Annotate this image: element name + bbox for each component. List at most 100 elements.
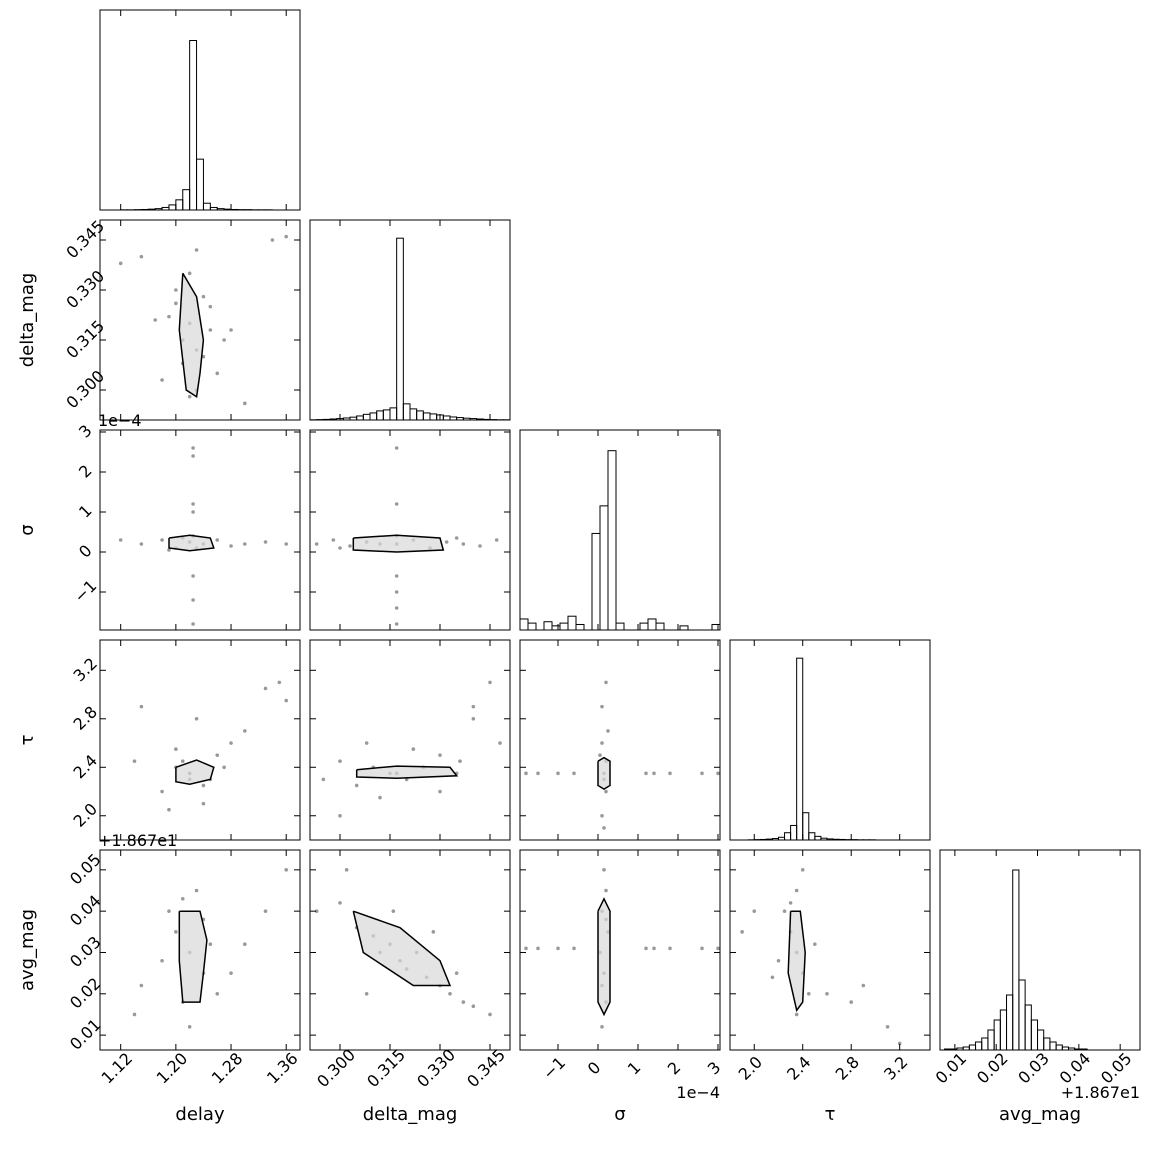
- scatter-point: [191, 622, 195, 626]
- contour: [355, 765, 459, 779]
- scatter-point: [194, 716, 199, 721]
- scatter-point: [458, 759, 462, 764]
- scatter-point: [598, 753, 602, 757]
- x-tick-label: 0.04: [1056, 1049, 1095, 1088]
- contour: [178, 910, 208, 1003]
- y-tick-label: 2.8: [70, 702, 101, 733]
- scatter-point: [806, 992, 811, 996]
- histogram-bin: [639, 622, 649, 631]
- scatter-point: [139, 704, 144, 709]
- scatter-point: [118, 261, 123, 266]
- x-axis-label: τ: [825, 1104, 836, 1125]
- x-tick-label: 0.300: [313, 1045, 359, 1091]
- panel-frame: [99, 219, 301, 421]
- scatter-point: [438, 753, 442, 757]
- scatter-point: [263, 686, 268, 691]
- scatter-point: [752, 909, 757, 913]
- panel-frame: [99, 849, 301, 1051]
- contour: [597, 756, 611, 790]
- x-tick-label: 1: [624, 1058, 645, 1079]
- histogram-bin: [1012, 869, 1020, 1051]
- scatter-point: [167, 909, 171, 913]
- scatter-point: [652, 946, 656, 951]
- y-axis-label: delta_mag: [17, 273, 38, 368]
- x-axis-label: delta_mag: [363, 1104, 458, 1125]
- histogram-bin: [1043, 1037, 1051, 1051]
- histogram-bin: [1018, 979, 1026, 1051]
- scatter-point: [394, 606, 399, 610]
- scatter-point: [215, 753, 220, 757]
- scatter-point: [524, 946, 528, 951]
- scatter-point: [488, 680, 492, 685]
- scatter-point: [448, 992, 452, 996]
- contour: [787, 910, 806, 1013]
- scatter-point: [132, 759, 137, 764]
- scatter-point: [770, 975, 775, 980]
- scatter-point: [191, 598, 195, 602]
- scatter-point: [600, 1025, 604, 1029]
- scatter-point: [174, 930, 178, 934]
- scatter-point: [524, 771, 528, 776]
- scatter-point: [201, 801, 206, 806]
- scatter-point: [348, 544, 352, 548]
- scatter-point: [782, 909, 787, 913]
- scatter-point: [700, 771, 704, 776]
- scatter-point: [344, 868, 349, 872]
- x-axis-label: delay: [175, 1104, 225, 1125]
- scatter-point: [201, 354, 206, 359]
- scatter-point: [431, 930, 436, 934]
- histogram-bin: [168, 204, 177, 211]
- scatter-point: [849, 1000, 854, 1004]
- scatter-point: [740, 930, 744, 934]
- scatter-point: [378, 795, 382, 800]
- scatter-point: [215, 992, 220, 996]
- y-tick-label: 0.01: [66, 1015, 105, 1054]
- scatter-point: [215, 371, 220, 376]
- scatter-point: [174, 301, 178, 306]
- histogram-bin: [808, 832, 816, 841]
- x-tick-label: 3.2: [880, 1052, 911, 1083]
- scatter-point: [201, 294, 206, 299]
- contour: [178, 272, 205, 398]
- scatter-point: [556, 771, 560, 776]
- histogram-bin: [599, 505, 609, 631]
- scatter-point: [604, 789, 608, 794]
- panel-frame: [519, 849, 721, 1051]
- scatter-point: [187, 1025, 192, 1029]
- scatter-point: [153, 318, 157, 322]
- panel-frame: [729, 639, 931, 841]
- scatter-point: [229, 328, 233, 332]
- scatter-point: [556, 946, 560, 951]
- scatter-point: [160, 789, 164, 794]
- histogram-bin: [389, 407, 398, 421]
- scatter-point: [229, 741, 233, 745]
- x-offset-label: 1e−4: [676, 1083, 720, 1102]
- histogram-bin: [369, 412, 378, 421]
- scatter-point: [160, 958, 164, 963]
- scatter-point: [600, 704, 604, 709]
- scatter-point: [536, 946, 540, 951]
- y-axis-label: avg_mag: [17, 909, 38, 991]
- histogram-bin: [607, 450, 617, 631]
- scatter-point: [454, 536, 459, 540]
- histogram-bin: [575, 623, 585, 631]
- scatter-point: [885, 1025, 890, 1029]
- contour: [168, 534, 215, 552]
- x-tick-label: 0.345: [463, 1045, 509, 1091]
- scatter-point: [602, 826, 606, 830]
- histogram-bin: [175, 199, 184, 211]
- scatter-point: [191, 574, 195, 578]
- y-axis-label: σ: [17, 524, 38, 535]
- scatter-point: [794, 888, 799, 893]
- scatter-point: [167, 314, 171, 319]
- scatter-point: [174, 747, 178, 751]
- y-tick-label: 0.02: [66, 974, 105, 1013]
- histogram-bin: [189, 40, 198, 211]
- y-tick-label: 0.300: [62, 366, 108, 412]
- y-tick-label: 0.345: [62, 216, 108, 262]
- x-tick-label: 0.03: [1014, 1049, 1053, 1088]
- scatter-point: [277, 680, 282, 685]
- histogram-bin: [422, 412, 431, 421]
- histogram-bin: [796, 657, 804, 841]
- y-tick-label: 2.0: [70, 799, 101, 830]
